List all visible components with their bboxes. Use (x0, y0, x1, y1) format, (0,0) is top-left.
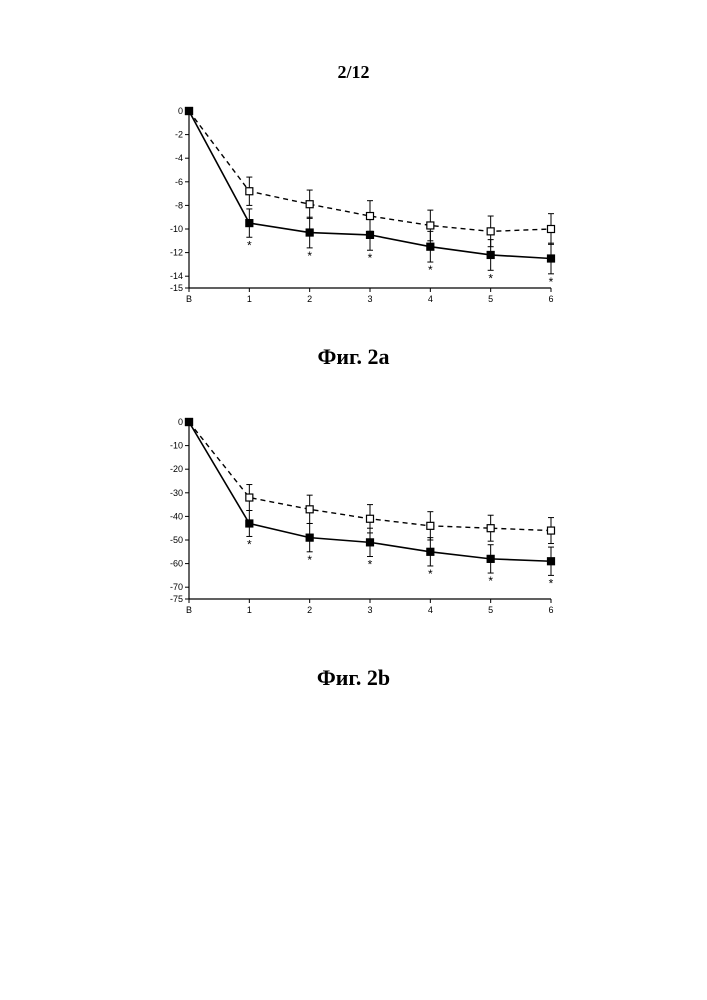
svg-text:3: 3 (367, 605, 372, 615)
svg-text:1: 1 (247, 605, 252, 615)
svg-text:3: 3 (367, 294, 372, 304)
page-number: 2/12 (0, 62, 707, 83)
svg-text:*: * (307, 553, 312, 567)
svg-text:-8: -8 (175, 200, 183, 210)
svg-text:*: * (428, 263, 433, 277)
svg-text:2: 2 (307, 605, 312, 615)
svg-text:*: * (368, 251, 373, 265)
caption-b: Фиг. 2b (0, 665, 707, 691)
caption-a: Фиг. 2a (0, 344, 707, 370)
svg-text:-50: -50 (170, 535, 183, 545)
svg-text:*: * (247, 238, 252, 252)
svg-text:0: 0 (178, 417, 183, 427)
svg-text:-70: -70 (170, 582, 183, 592)
chart-b: 0 -10 -20 -30 -40 -50 -60 -70 -75B 1 2 3 4 5 6 * * * * * * (155, 416, 555, 621)
svg-text:-10: -10 (170, 224, 183, 234)
svg-text:6: 6 (548, 294, 553, 304)
svg-text:*: * (549, 576, 554, 590)
svg-text:-15: -15 (170, 283, 183, 293)
svg-text:*: * (549, 275, 554, 289)
svg-text:*: * (247, 537, 252, 551)
svg-text:-75: -75 (170, 594, 183, 604)
svg-text:-4: -4 (175, 153, 183, 163)
svg-text:-10: -10 (170, 441, 183, 451)
svg-text:*: * (488, 271, 493, 285)
svg-text:6: 6 (548, 605, 553, 615)
svg-text:-6: -6 (175, 177, 183, 187)
svg-text:-2: -2 (175, 130, 183, 140)
svg-text:-30: -30 (170, 488, 183, 498)
svg-text:*: * (428, 567, 433, 581)
svg-text:-60: -60 (170, 559, 183, 569)
svg-text:*: * (488, 574, 493, 588)
svg-text:B: B (186, 294, 192, 304)
chart-a: 0 -2 -4 -6 -8 -10 -12 -14 -15B 1 2 3 4 5 6 * * * * * * (155, 105, 555, 310)
svg-text:*: * (368, 558, 373, 572)
svg-text:5: 5 (488, 294, 493, 304)
svg-text:-40: -40 (170, 511, 183, 521)
svg-text:1: 1 (247, 294, 252, 304)
svg-text:0: 0 (178, 106, 183, 116)
svg-text:4: 4 (428, 294, 433, 304)
svg-text:4: 4 (428, 605, 433, 615)
svg-text:B: B (186, 605, 192, 615)
svg-text:2: 2 (307, 294, 312, 304)
svg-text:-20: -20 (170, 464, 183, 474)
svg-text:-14: -14 (170, 271, 183, 281)
svg-text:5: 5 (488, 605, 493, 615)
svg-text:-12: -12 (170, 248, 183, 258)
svg-text:*: * (307, 249, 312, 263)
